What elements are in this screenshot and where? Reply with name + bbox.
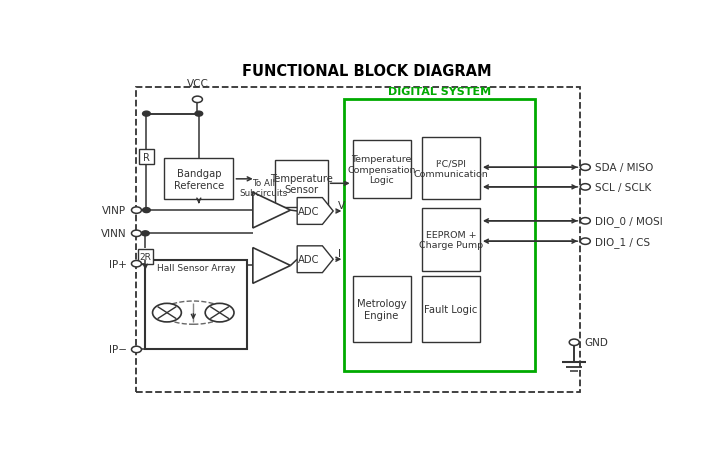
Circle shape — [142, 232, 149, 236]
Circle shape — [142, 208, 150, 213]
Bar — [164, 159, 233, 200]
Text: VCC: VCC — [187, 78, 208, 88]
Bar — [144, 261, 247, 350]
Bar — [138, 250, 152, 264]
Text: Hall Sensor Array: Hall Sensor Array — [157, 264, 235, 273]
Text: SDA / MISO: SDA / MISO — [596, 163, 654, 173]
Circle shape — [132, 261, 142, 267]
Circle shape — [581, 218, 591, 225]
Circle shape — [581, 165, 591, 171]
Bar — [422, 138, 480, 200]
Text: V: V — [337, 200, 345, 210]
Text: DIO_0 / MOSI: DIO_0 / MOSI — [596, 216, 663, 227]
Circle shape — [581, 238, 591, 245]
Text: Temperature
Compensation
Logic: Temperature Compensation Logic — [347, 155, 416, 185]
Circle shape — [581, 184, 591, 191]
Text: VINP: VINP — [102, 206, 127, 216]
Text: DIGITAL SYSTEM: DIGITAL SYSTEM — [388, 88, 491, 97]
Bar — [352, 276, 410, 343]
Bar — [422, 209, 480, 271]
Text: Bandgap
Reference: Bandgap Reference — [174, 169, 224, 190]
Text: GND: GND — [584, 338, 608, 348]
Text: ADC: ADC — [298, 206, 320, 217]
Circle shape — [195, 112, 202, 117]
Text: FUNCTIONAL BLOCK DIAGRAM: FUNCTIONAL BLOCK DIAGRAM — [242, 64, 491, 79]
Text: I: I — [337, 248, 340, 258]
Circle shape — [152, 304, 182, 322]
Circle shape — [132, 207, 142, 214]
Text: To All
Subcircuits: To All Subcircuits — [240, 179, 288, 198]
Text: VINN: VINN — [101, 229, 127, 239]
Text: DIO_1 / CS: DIO_1 / CS — [596, 236, 651, 247]
Bar — [275, 161, 327, 207]
Text: SCL / SCLK: SCL / SCLK — [596, 182, 651, 193]
Text: R: R — [143, 152, 150, 162]
Text: Metrology
Engine: Metrology Engine — [357, 299, 407, 320]
Text: Temperature
Sensor: Temperature Sensor — [270, 173, 332, 194]
Bar — [422, 276, 480, 343]
Text: EEPROM +
Charge Pump: EEPROM + Charge Pump — [419, 231, 483, 250]
Circle shape — [205, 304, 234, 322]
Polygon shape — [253, 248, 290, 284]
Text: 2R: 2R — [139, 252, 152, 262]
Bar — [139, 150, 154, 164]
Text: Fault Logic: Fault Logic — [424, 305, 478, 314]
Circle shape — [192, 97, 202, 103]
Text: I²C/SPI
Communication: I²C/SPI Communication — [413, 159, 488, 178]
Bar — [137, 88, 580, 393]
Text: IP−: IP− — [109, 344, 127, 355]
Bar — [345, 100, 536, 371]
Circle shape — [132, 231, 142, 237]
Bar — [352, 141, 410, 198]
Circle shape — [142, 112, 150, 117]
Text: ADC: ADC — [298, 255, 320, 265]
Circle shape — [132, 346, 142, 353]
Text: IP+: IP+ — [109, 259, 127, 269]
Circle shape — [569, 339, 579, 346]
Polygon shape — [297, 246, 333, 273]
Polygon shape — [253, 193, 290, 228]
Polygon shape — [297, 198, 333, 225]
